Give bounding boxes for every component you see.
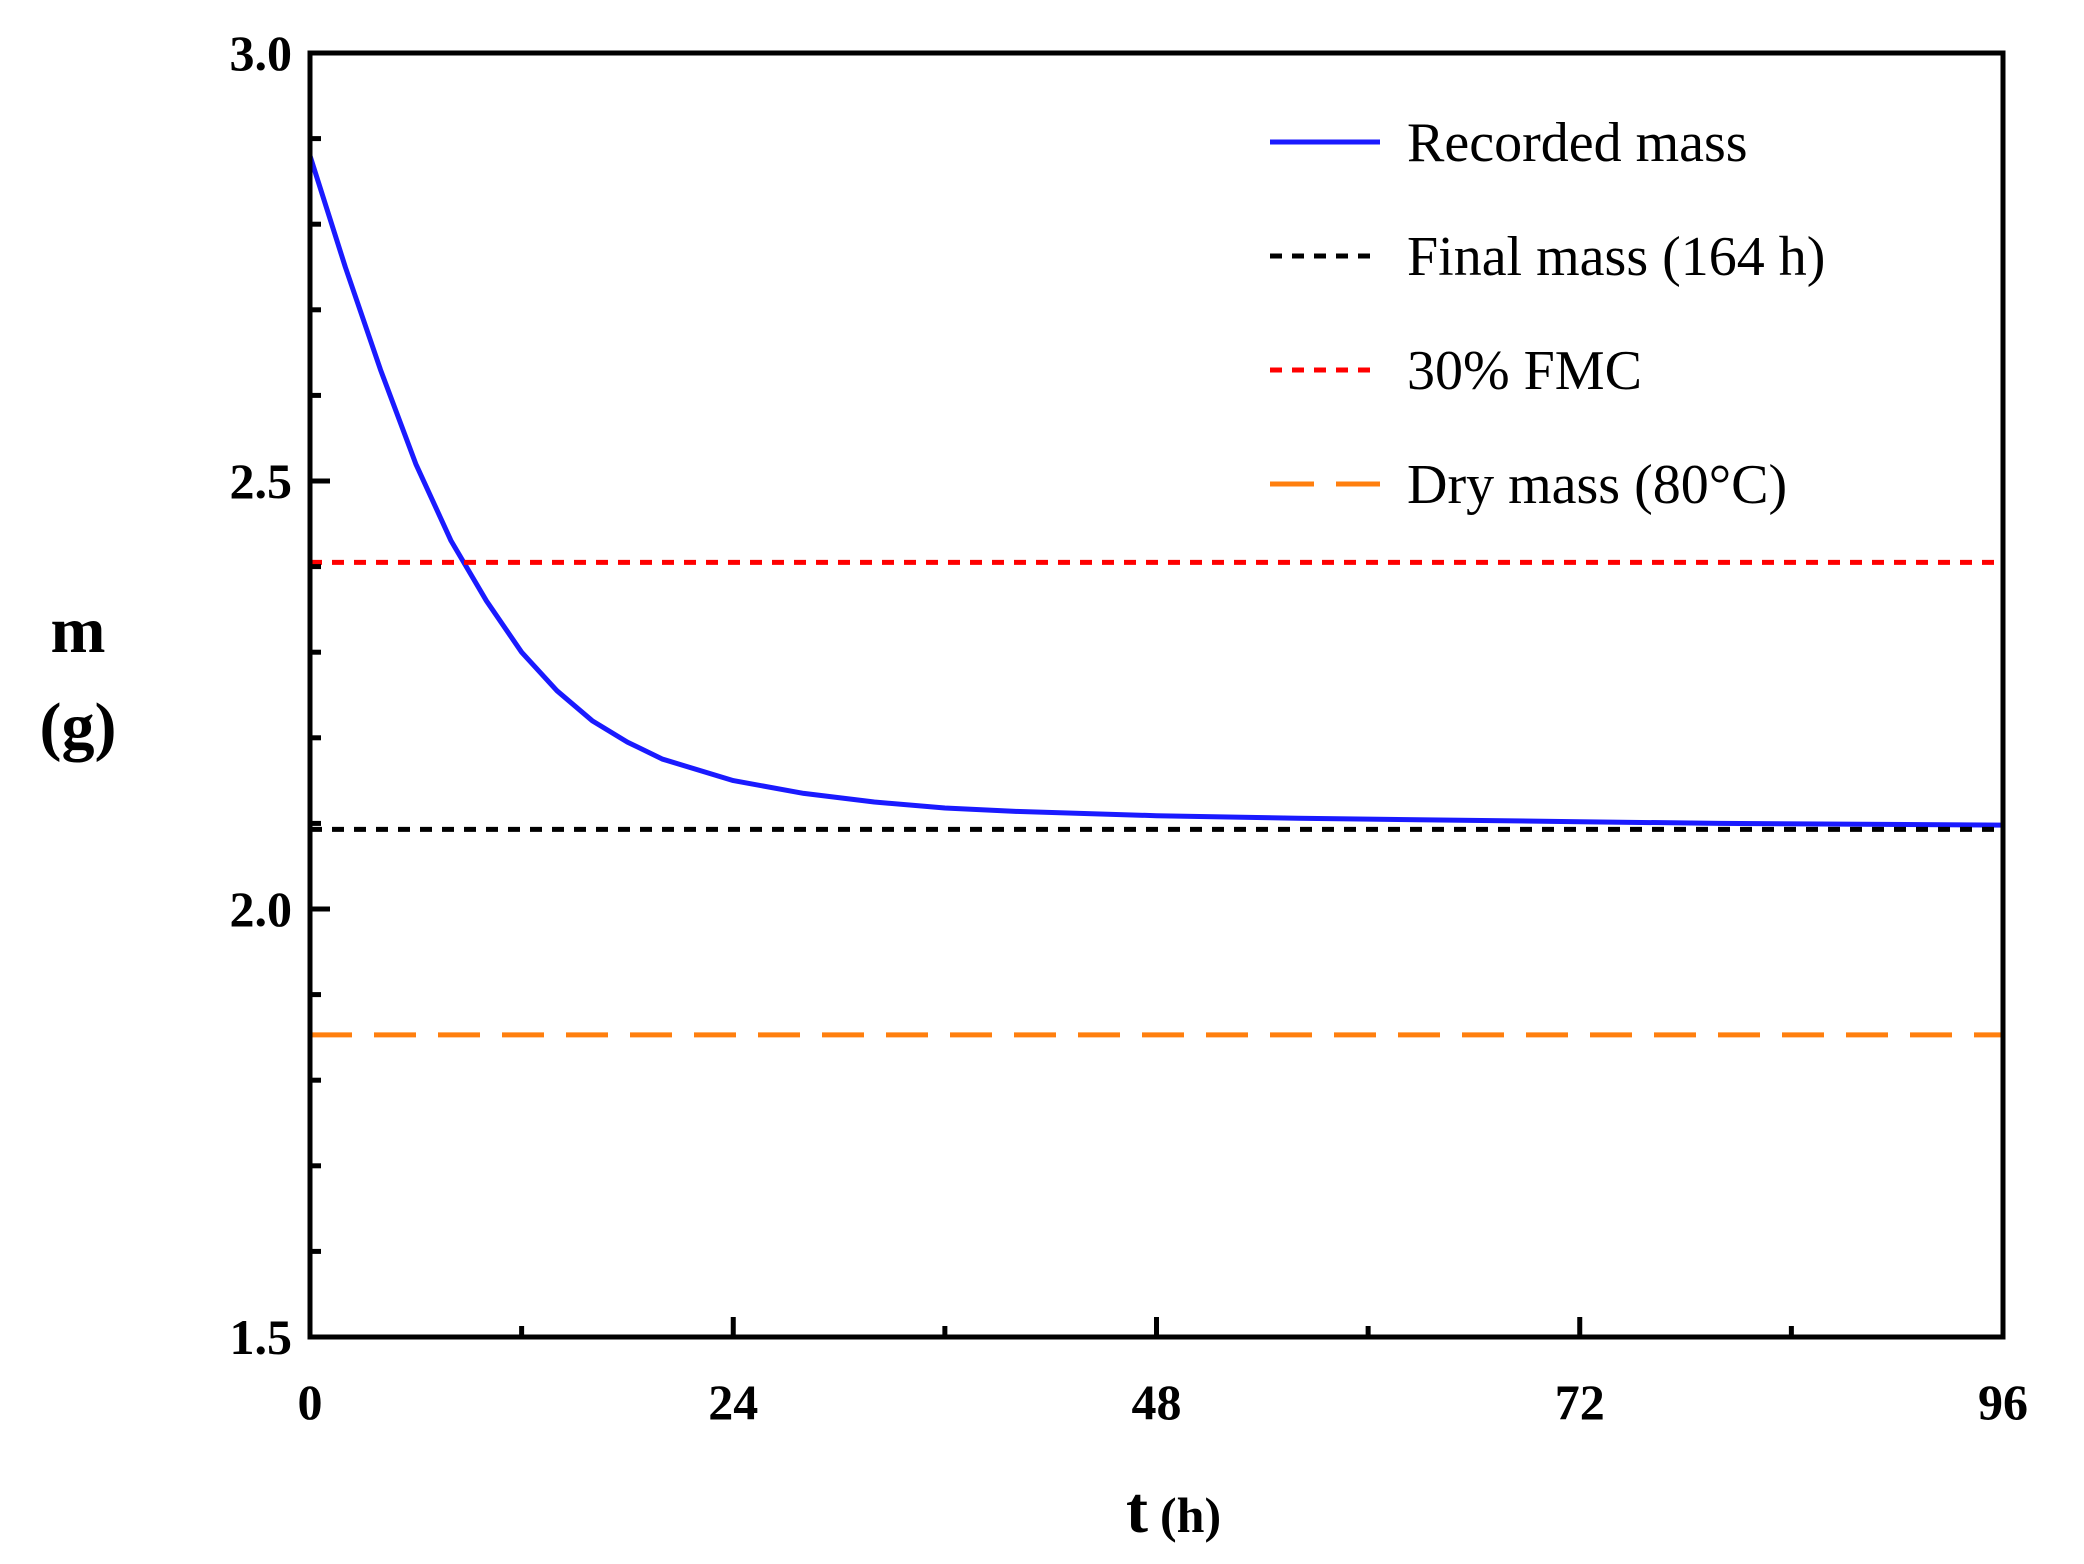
x-tick-label: 96: [1978, 1374, 2028, 1430]
x-tick-label: 48: [1132, 1374, 1182, 1430]
series-layer: [307, 154, 2004, 1038]
legend-label: 30% FMC: [1407, 340, 1642, 402]
legend-label: Final mass (164 h): [1407, 226, 1825, 288]
x-tick-label: 72: [1555, 1374, 1605, 1430]
y-tick-label: 1.5: [230, 1309, 293, 1365]
y-axis-unit: (g): [40, 690, 117, 763]
y-tick-label: 2.0: [230, 881, 293, 937]
x-tick-label: 0: [298, 1374, 323, 1430]
x-axis-unit: (h): [1160, 1487, 1221, 1543]
x-axis-title: t: [1126, 1474, 1148, 1547]
ticks-layer: 0 24 48 72 96 1.5 2.0 2.5 3.0: [230, 25, 2029, 1430]
y-tick-label: 2.5: [230, 453, 293, 509]
legend-label: Recorded mass: [1407, 112, 1748, 174]
series-curve-0: [307, 154, 2004, 828]
y-axis-title: m: [51, 594, 106, 667]
y-tick-label: 3.0: [230, 25, 293, 81]
x-tick-label: 24: [708, 1374, 758, 1430]
legend: Recorded mass Final mass (164 h) 30% FMC Dr…: [1270, 112, 1825, 516]
legend-label: Dry mass (80°C): [1407, 454, 1787, 516]
